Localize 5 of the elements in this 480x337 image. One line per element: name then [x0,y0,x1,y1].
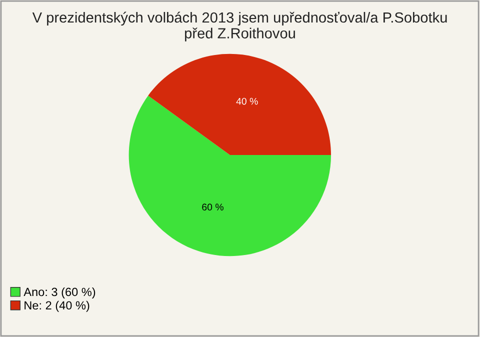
chart-title: V prezidentských volbách 2013 jsem upřednosťoval/a P.Sobotku před Z.Roithovou [32,12,447,42]
legend-label: Ano: 3 (60 %) [24,287,96,298]
data-label: 40 % [236,98,258,105]
data-label: 60 % [202,204,224,211]
legend-label: Ne: 2 (40 %) [24,300,90,312]
